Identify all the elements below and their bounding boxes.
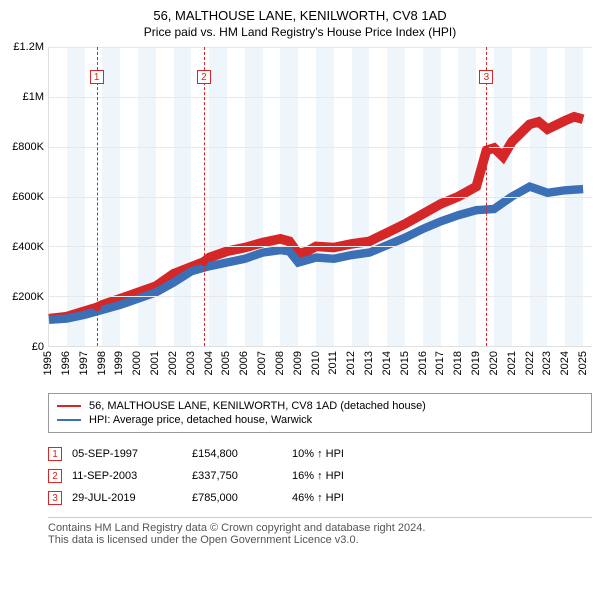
sale-marker-label: 2 [197,70,211,84]
x-tick-label: 2012 [345,351,357,375]
attribution: Contains HM Land Registry data © Crown c… [48,517,592,546]
legend: 56, MALTHOUSE LANE, KENILWORTH, CV8 1AD … [48,393,592,433]
x-tick-label: 2025 [577,351,589,375]
x-axis: 1995199619971998199920002001200220032004… [48,347,592,387]
x-tick-label: 1999 [113,351,125,375]
gridline [49,147,592,148]
sales-table: 1 05-SEP-1997£154,80010% ↑ HPI 2 11-SEP-200… [48,443,354,509]
series-line [49,187,583,320]
chart-subtitle: Price paid vs. HM Land Registry's House … [8,25,592,39]
sale-price: £154,800 [192,443,292,465]
x-tick-label: 2021 [506,351,518,375]
x-tick-label: 2003 [185,351,197,375]
x-tick-label: 1996 [60,351,72,375]
y-tick-label: £200K [12,291,44,303]
sale-index-box: 3 [48,491,62,505]
x-tick-label: 1995 [42,351,54,375]
x-tick-label: 2013 [363,351,375,375]
legend-swatch [57,419,81,421]
x-tick-label: 2022 [524,351,536,375]
sale-delta: 46% ↑ HPI [292,487,354,509]
gridline [49,97,592,98]
legend-item: HPI: Average price, detached house, Warw… [57,414,583,426]
x-tick-label: 2014 [381,351,393,375]
x-tick-label: 2004 [203,351,215,375]
x-tick-label: 2017 [434,351,446,375]
sale-date: 11-SEP-2003 [72,465,192,487]
chart-plot-wrap: £0£200K£400K£600K£800K£1M£1.2M 123 [8,47,592,347]
x-tick-label: 2001 [149,351,161,375]
x-tick-label: 2008 [274,351,286,375]
x-tick-label: 2016 [417,351,429,375]
x-tick-label: 2000 [131,351,143,375]
sale-marker-dot [482,146,490,154]
sale-row: 3 29-JUL-2019£785,00046% ↑ HPI [48,487,354,509]
plot-area: 1 2 3 [48,47,592,347]
sale-marker-dot [200,258,208,266]
y-axis: £0£200K£400K£600K£800K£1M£1.2M [8,47,48,347]
chart-container: 56, MALTHOUSE LANE, KENILWORTH, CV8 1AD … [8,8,592,546]
gridline [49,246,592,247]
y-tick-label: £400K [12,241,44,253]
sale-marker-line [486,47,487,346]
sale-index-box: 2 [48,469,62,483]
sale-index-box: 1 [48,447,62,461]
sale-marker-label: 3 [479,70,493,84]
attribution-line: Contains HM Land Registry data © Crown c… [48,522,592,534]
legend-label: HPI: Average price, detached house, Warw… [89,414,312,426]
x-tick-label: 2005 [220,351,232,375]
gridline [49,296,592,297]
x-tick-label: 2015 [399,351,411,375]
y-tick-label: £600K [12,191,44,203]
sale-marker-line [97,47,98,346]
x-tick-label: 2024 [559,351,571,375]
sale-row: 1 05-SEP-1997£154,80010% ↑ HPI [48,443,354,465]
x-tick-label: 2018 [452,351,464,375]
sale-row: 2 11-SEP-2003£337,75016% ↑ HPI [48,465,354,487]
sale-marker-dot [93,303,101,311]
y-tick-label: £1M [23,91,44,103]
sale-marker-line [204,47,205,346]
x-tick-label: 2002 [167,351,179,375]
x-tick-label: 2007 [256,351,268,375]
x-tick-label: 1997 [78,351,90,375]
x-tick-label: 2020 [488,351,500,375]
x-tick-label: 2009 [292,351,304,375]
x-tick-label: 2010 [310,351,322,375]
gridline [49,197,592,198]
sale-delta: 10% ↑ HPI [292,443,354,465]
y-tick-label: £800K [12,141,44,153]
sale-price: £785,000 [192,487,292,509]
x-tick-label: 2019 [470,351,482,375]
x-tick-label: 2006 [238,351,250,375]
sale-date: 29-JUL-2019 [72,487,192,509]
legend-swatch [57,405,81,407]
sale-delta: 16% ↑ HPI [292,465,354,487]
attribution-line: This data is licensed under the Open Gov… [48,534,592,546]
x-tick-label: 2011 [327,351,339,375]
y-tick-label: £1.2M [13,41,44,53]
sale-price: £337,750 [192,465,292,487]
gridline [49,47,592,48]
legend-label: 56, MALTHOUSE LANE, KENILWORTH, CV8 1AD … [89,400,426,412]
sale-date: 05-SEP-1997 [72,443,192,465]
x-tick-label: 2023 [541,351,553,375]
legend-item: 56, MALTHOUSE LANE, KENILWORTH, CV8 1AD … [57,400,583,412]
x-tick-label: 1998 [96,351,108,375]
sale-marker-label: 1 [90,70,104,84]
chart-title: 56, MALTHOUSE LANE, KENILWORTH, CV8 1AD [8,8,592,23]
